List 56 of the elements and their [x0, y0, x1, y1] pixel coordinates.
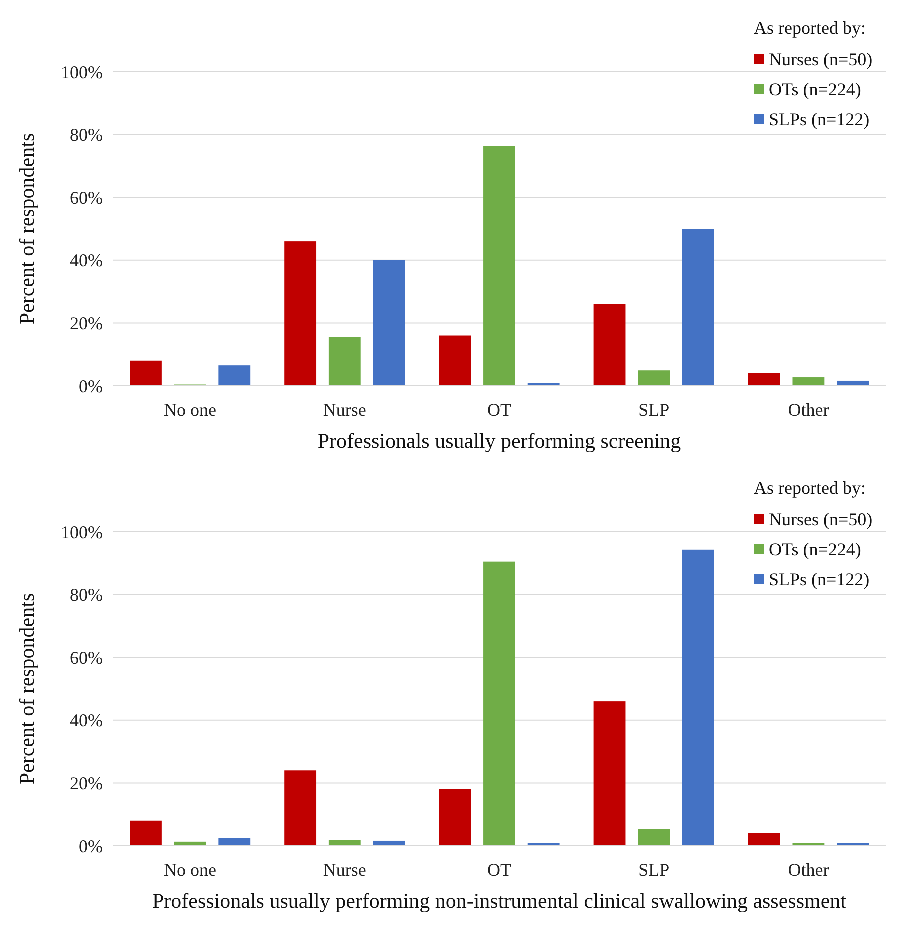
- bar: [594, 702, 626, 846]
- bar: [484, 146, 516, 386]
- bar: [130, 360, 162, 386]
- legend-label: Nurses (n=50): [769, 49, 873, 70]
- x-tick-label: SLP: [638, 860, 670, 880]
- y-tick-label: 100%: [61, 62, 103, 82]
- x-tick-label: Nurse: [323, 400, 366, 420]
- bar: [792, 378, 825, 386]
- y-axis-title: Percent of respondents: [15, 593, 39, 785]
- x-tick-label: OT: [488, 400, 512, 420]
- y-tick-label: 20%: [70, 314, 103, 334]
- y-tick-label: 60%: [70, 188, 103, 208]
- y-tick-label: 100%: [61, 522, 103, 542]
- y-axis-title: Percent of respondents: [15, 133, 39, 325]
- legend-title: As reported by:: [754, 478, 866, 498]
- bar: [484, 562, 516, 846]
- x-tick-label: Nurse: [323, 860, 366, 880]
- y-tick-label: 40%: [70, 250, 103, 271]
- y-tick-label: 40%: [70, 710, 103, 731]
- bar: [218, 838, 251, 846]
- x-tick-label: OT: [488, 860, 512, 880]
- y-tick-label: 80%: [70, 585, 103, 606]
- bar: [638, 829, 670, 846]
- bar: [439, 789, 472, 846]
- bar: [373, 260, 406, 386]
- x-tick-label: Other: [788, 860, 830, 880]
- bar: [218, 366, 251, 386]
- bar: [130, 820, 162, 846]
- y-tick-label: 80%: [70, 125, 103, 146]
- x-axis-title: Professionals usually performing screening: [318, 429, 682, 453]
- bar: [748, 373, 780, 386]
- legend-label: OTs (n=224): [769, 79, 862, 100]
- bar: [837, 380, 869, 386]
- legend-label: Nurses (n=50): [769, 509, 873, 530]
- bar: [284, 770, 317, 846]
- bar: [328, 337, 361, 386]
- bar: [682, 229, 714, 386]
- y-tick-label: 0%: [79, 836, 103, 856]
- legend-label: OTs (n=224): [769, 539, 862, 560]
- x-tick-label: Other: [788, 400, 830, 420]
- y-tick-label: 0%: [79, 376, 103, 396]
- x-tick-label: No one: [164, 400, 217, 420]
- x-tick-label: SLP: [638, 400, 670, 420]
- legend-title: As reported by:: [754, 18, 866, 38]
- bar: [284, 242, 317, 386]
- bar: [594, 304, 626, 386]
- y-tick-label: 60%: [70, 648, 103, 668]
- legend-label: SLPs (n=122): [769, 569, 870, 590]
- bar: [748, 833, 780, 846]
- y-tick-label: 20%: [70, 774, 103, 794]
- bar: [638, 370, 670, 386]
- x-axis-title: Professionals usually performing non-instrumental clinical swallowing assessment: [152, 889, 847, 913]
- bar: [682, 550, 714, 846]
- bar: [439, 336, 472, 386]
- legend-label: SLPs (n=122): [769, 109, 870, 130]
- x-tick-label: No one: [164, 860, 217, 880]
